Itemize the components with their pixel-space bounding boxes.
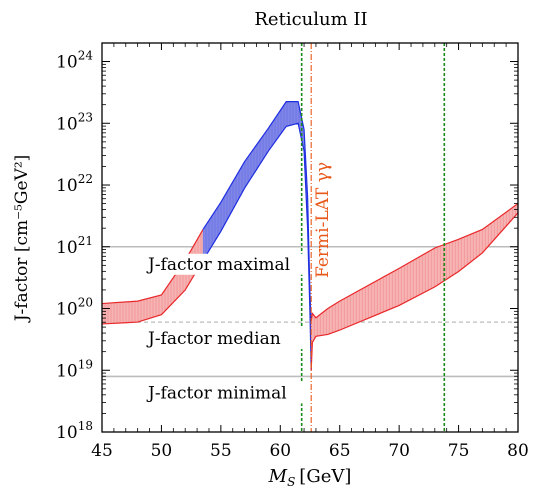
y-tick-label: 1019 [56, 357, 93, 381]
hline-label-bg-0 [145, 253, 307, 275]
band-red-right-lower-edge [310, 212, 518, 371]
x-axis-label-symbol: M [268, 466, 288, 487]
x-axis-label: MS [GeV] [268, 466, 352, 489]
fermi-label: Fermi-LAT γγ [313, 162, 333, 278]
plot-frame [101, 42, 519, 433]
band-red-right-upper-edge [310, 203, 518, 321]
band-red-left-lower-edge [102, 260, 204, 325]
y-tick-label: 1018 [56, 419, 93, 443]
band-blue-fill [203, 101, 312, 371]
x-tick-label: 60 [269, 441, 291, 461]
y-tick-label: 1021 [56, 234, 93, 258]
x-axis-label-unit: [GeV] [299, 466, 351, 487]
band-red-left-upper-edge [102, 229, 204, 305]
hline-label-0: J-factor maximal [146, 255, 290, 275]
y-tick-label: 1023 [56, 110, 93, 134]
x-tick-label: 50 [151, 441, 173, 461]
hline-label-2: J-factor minimal [146, 383, 287, 403]
x-tick-label: 65 [329, 441, 351, 461]
hline-label-1: J-factor median [146, 329, 281, 349]
plot-area [102, 43, 518, 432]
x-tick-label: 70 [388, 441, 410, 461]
y-axis-label: J-factor [cm⁻⁵GeV²] [12, 155, 32, 324]
y-tick-label: 1022 [56, 172, 93, 196]
chart-title: Reticulum II [254, 9, 367, 30]
hline-label-bg-1 [145, 328, 307, 350]
x-axis-label-subscript: S [287, 475, 295, 489]
band-blue-upper-edge [202, 101, 312, 321]
x-tick-label: 80 [507, 441, 529, 461]
band-red-right-fill [311, 203, 518, 371]
x-tick-label: 55 [210, 441, 232, 461]
axes: Fermi-LAT γγ J-factor maximal J-factor med… [56, 43, 529, 461]
y-tick-label: 1024 [56, 49, 93, 73]
hline-label-bg-2 [145, 382, 307, 404]
x-tick-label: 45 [91, 441, 113, 461]
band-red-left-fill [102, 229, 204, 324]
y-tick-label: 1020 [56, 296, 93, 320]
band-blue-lower-edge [202, 122, 312, 371]
x-tick-label: 75 [448, 441, 470, 461]
